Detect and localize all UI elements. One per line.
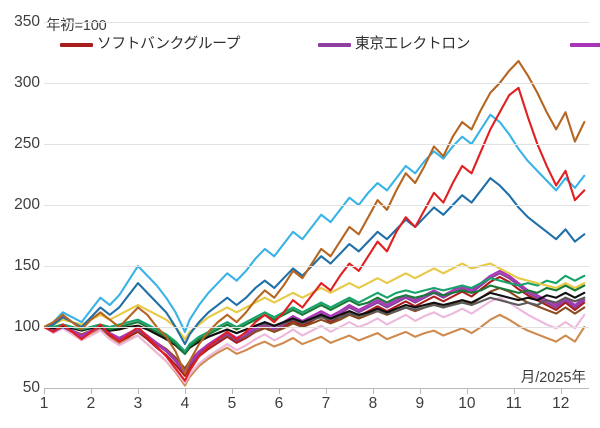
x-axis-tick (325, 388, 327, 394)
series-line (44, 274, 586, 353)
gridline (44, 327, 589, 328)
legend-item[interactable]: 東京エレクトロン (318, 37, 570, 52)
x-axis-tick-label: 8 (368, 395, 378, 412)
legend-item[interactable]: ソフトバンクグループ (60, 37, 318, 52)
x-axis-tick (184, 388, 186, 394)
gridline (44, 144, 589, 145)
x-axis-tick (372, 388, 374, 394)
y-axis-tick-label: 250 (14, 135, 40, 152)
gridline (44, 83, 589, 84)
legend-color-swatch (60, 42, 93, 47)
series-line (44, 291, 586, 355)
series-lines (44, 59, 586, 387)
x-axis-tick-label: 1 (39, 395, 49, 412)
x-axis-tick-label: 7 (321, 395, 331, 412)
series-line (44, 296, 586, 385)
legend-color-swatch (318, 42, 351, 47)
series-line (44, 262, 586, 341)
series-line (44, 113, 586, 333)
x-axis-tick (466, 388, 468, 394)
series-line (44, 284, 586, 355)
y-axis-tick-label: 350 (14, 13, 40, 30)
x-axis-tick (560, 388, 562, 394)
gridline (44, 22, 589, 23)
y-axis-tick-label: 150 (14, 257, 40, 274)
legend-item-label: 東京エレクトロン (355, 36, 471, 53)
x-axis-tick (231, 388, 233, 394)
y-axis-tick-label: 50 (22, 379, 40, 396)
x-axis-tick (44, 388, 45, 394)
x-axis-tick (137, 388, 139, 394)
x-axis-tick (513, 388, 515, 394)
x-axis-tick-label: 11 (505, 395, 522, 412)
x-axis-tick-label: 2 (86, 395, 96, 412)
x-axis-tick-label: 5 (227, 395, 237, 412)
series-line (44, 275, 586, 377)
plot-area (44, 22, 589, 388)
x-axis-tick (278, 388, 280, 394)
gridline (44, 205, 589, 206)
legend-item-label: ソフトバンクグループ (97, 36, 241, 53)
x-axis-tick-label: 10 (458, 395, 476, 412)
legend-item[interactable]: ETF2644 日本半導体 (570, 37, 600, 52)
x-axis-tick (419, 388, 421, 394)
y-axis-tick-label: 100 (14, 318, 40, 335)
legend-color-swatch (570, 42, 600, 47)
gridline (44, 266, 589, 267)
x-axis-tick-label: 3 (133, 395, 143, 412)
x-axis-tick-label: 6 (274, 395, 284, 412)
x-axis-unit-label: 月/2025年 (520, 370, 586, 386)
x-axis-tick-label: 4 (180, 395, 190, 412)
x-axis-tick-label: 9 (415, 395, 425, 412)
x-axis-tick-label: 12 (552, 395, 570, 412)
x-axis-tick (90, 388, 92, 394)
chart-legend: ソフトバンクグループ東京エレクトロンETF2644 日本半導体ファナック三菱重工… (60, 34, 600, 55)
series-line (44, 59, 586, 375)
y-axis-tick-label: 300 (14, 74, 40, 91)
y-axis-tick-label: 200 (14, 196, 40, 213)
x-axis-line (44, 388, 589, 389)
series-line (44, 86, 586, 382)
